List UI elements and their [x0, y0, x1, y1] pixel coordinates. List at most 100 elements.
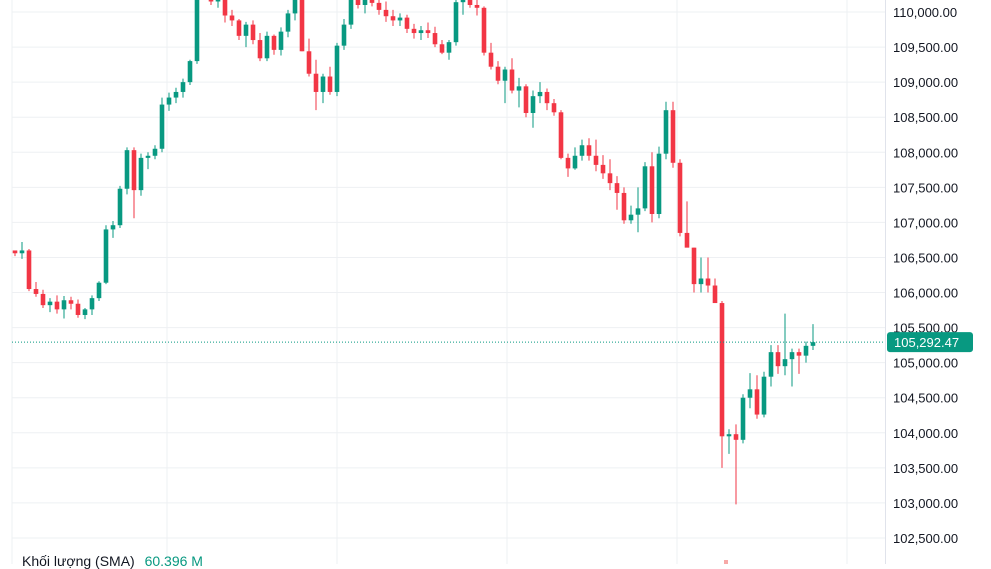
candle	[250, 20, 256, 45]
candle	[236, 19, 242, 41]
candle	[775, 345, 781, 374]
candle	[355, 0, 361, 9]
candle	[614, 176, 620, 210]
candle	[61, 296, 67, 319]
candle	[208, 0, 214, 5]
candle	[656, 146, 662, 219]
candle	[313, 59, 319, 111]
candle	[320, 73, 326, 104]
candle	[278, 27, 284, 56]
candle	[376, 0, 382, 15]
candle	[54, 295, 60, 314]
candle	[600, 155, 606, 179]
current-price-tag-box	[887, 332, 973, 353]
candle	[362, 0, 368, 14]
candle	[187, 59, 193, 85]
candle	[404, 14, 410, 34]
candles	[12, 0, 816, 564]
price-axis[interactable]: 110,000.00 109,500.00 109,000.00 108,500.00…	[893, 5, 958, 546]
candle	[411, 23, 417, 39]
candle	[40, 289, 46, 308]
candle	[810, 324, 816, 351]
candle	[215, 0, 221, 8]
candle	[19, 242, 25, 259]
price-tick-label: 104,000.00	[893, 426, 958, 441]
candle	[229, 9, 235, 27]
candle	[572, 147, 578, 170]
candle	[551, 98, 557, 116]
candle	[754, 375, 760, 419]
candle	[110, 220, 116, 238]
candle	[397, 13, 403, 27]
candle	[453, 0, 459, 46]
candle	[537, 82, 543, 104]
candle	[740, 394, 746, 444]
candle	[12, 250, 18, 257]
candle	[82, 307, 88, 320]
candle	[26, 249, 32, 292]
candle	[96, 281, 102, 301]
candle	[124, 147, 130, 195]
candle	[271, 34, 277, 55]
price-tick-label: 109,500.00	[893, 40, 958, 55]
candle	[635, 187, 641, 233]
candle	[579, 139, 585, 161]
candle	[607, 159, 613, 191]
candle	[789, 348, 795, 387]
candle	[75, 299, 81, 318]
candle	[509, 58, 515, 94]
candle	[159, 97, 165, 153]
candle	[257, 33, 263, 62]
candle	[663, 101, 669, 160]
candle	[530, 90, 536, 128]
candle	[621, 187, 627, 224]
candle	[691, 247, 697, 293]
candle	[677, 159, 683, 237]
candle	[488, 42, 494, 70]
candle	[103, 225, 109, 285]
candle	[194, 0, 200, 64]
price-tick-label: 107,500.00	[893, 180, 958, 195]
candle	[117, 185, 123, 229]
price-tick-label: 108,500.00	[893, 110, 958, 125]
candle	[446, 40, 452, 60]
candle	[712, 278, 718, 304]
candle	[145, 152, 151, 170]
candle	[558, 110, 564, 160]
candle	[544, 88, 550, 111]
candle	[173, 87, 179, 104]
candle	[481, 6, 487, 56]
candle	[341, 19, 347, 50]
current-price-tag: 105,292.47	[887, 332, 973, 353]
candle	[523, 84, 529, 118]
volume-legend-label: Khối lượng (SMA)	[22, 553, 135, 569]
candle	[460, 0, 466, 15]
candle	[131, 147, 137, 219]
candle	[726, 429, 732, 454]
candle	[768, 345, 774, 387]
candle	[243, 21, 249, 48]
candle	[796, 348, 802, 374]
candle	[642, 162, 648, 212]
price-tick-label: 106,500.00	[893, 250, 958, 265]
candle	[369, 0, 375, 7]
candle	[670, 101, 676, 168]
price-tick-label: 107,000.00	[893, 215, 958, 230]
volume-legend-value: 60.396 M	[144, 553, 203, 569]
candle	[306, 38, 312, 77]
candle	[334, 42, 340, 97]
volume-legend[interactable]: Khối lượng (SMA) 60.396 M	[22, 553, 203, 569]
price-tick-label: 108,000.00	[893, 145, 958, 160]
candle	[628, 205, 634, 224]
candle	[327, 66, 333, 95]
price-tick-label: 106,000.00	[893, 286, 958, 301]
candle	[299, 0, 305, 52]
price-tick-label: 104,500.00	[893, 391, 958, 406]
candle	[439, 40, 445, 55]
candle	[474, 0, 480, 16]
candle	[698, 257, 704, 293]
candle	[166, 92, 172, 111]
price-tick-label: 105,000.00	[893, 356, 958, 371]
